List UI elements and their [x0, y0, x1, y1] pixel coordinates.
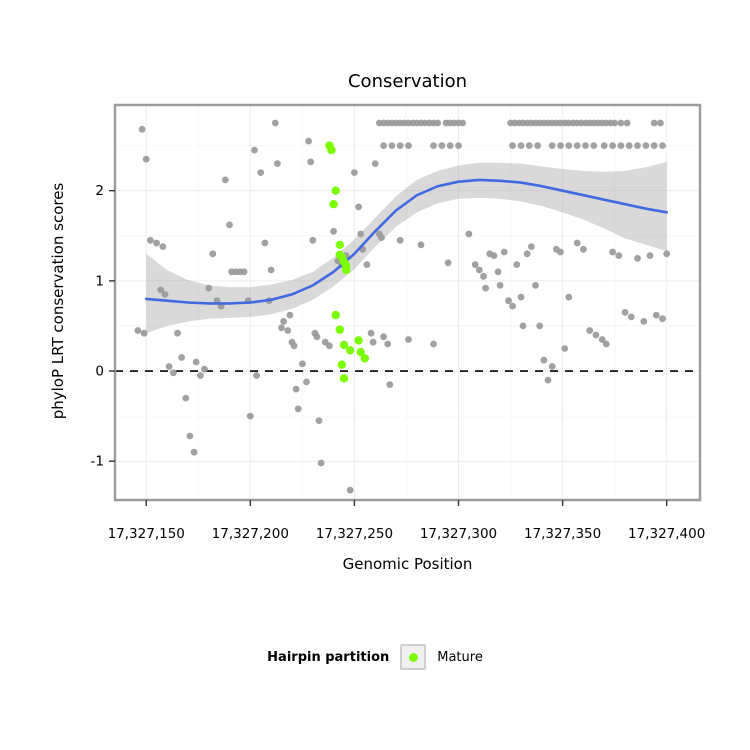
svg-text:17,327,150: 17,327,150	[108, 526, 185, 542]
svg-text:17,327,250: 17,327,250	[316, 526, 393, 542]
svg-text:17,327,300: 17,327,300	[420, 526, 497, 542]
legend-mature-dot-icon	[408, 652, 418, 662]
legend-title: Hairpin partition	[267, 649, 390, 665]
svg-text:1: 1	[95, 273, 104, 289]
svg-text:2: 2	[95, 183, 104, 199]
svg-text:0: 0	[95, 364, 104, 380]
legend: Hairpin partition Mature	[0, 644, 750, 670]
svg-text:17,327,400: 17,327,400	[628, 526, 705, 542]
smooth-trend-line	[144, 178, 668, 305]
background-points	[134, 119, 671, 494]
x-axis-title: Genomic Position	[342, 555, 473, 573]
legend-label-mature: Mature	[437, 649, 483, 665]
mature-points	[325, 141, 369, 383]
svg-text:17,327,350: 17,327,350	[524, 526, 601, 542]
chart-title: Conservation	[347, 71, 467, 92]
panel-border	[113, 103, 702, 502]
svg-text:17,327,200: 17,327,200	[212, 526, 289, 542]
legend-key-box	[400, 644, 427, 670]
confidence-ribbon	[146, 161, 667, 334]
svg-text:-1: -1	[91, 454, 104, 470]
